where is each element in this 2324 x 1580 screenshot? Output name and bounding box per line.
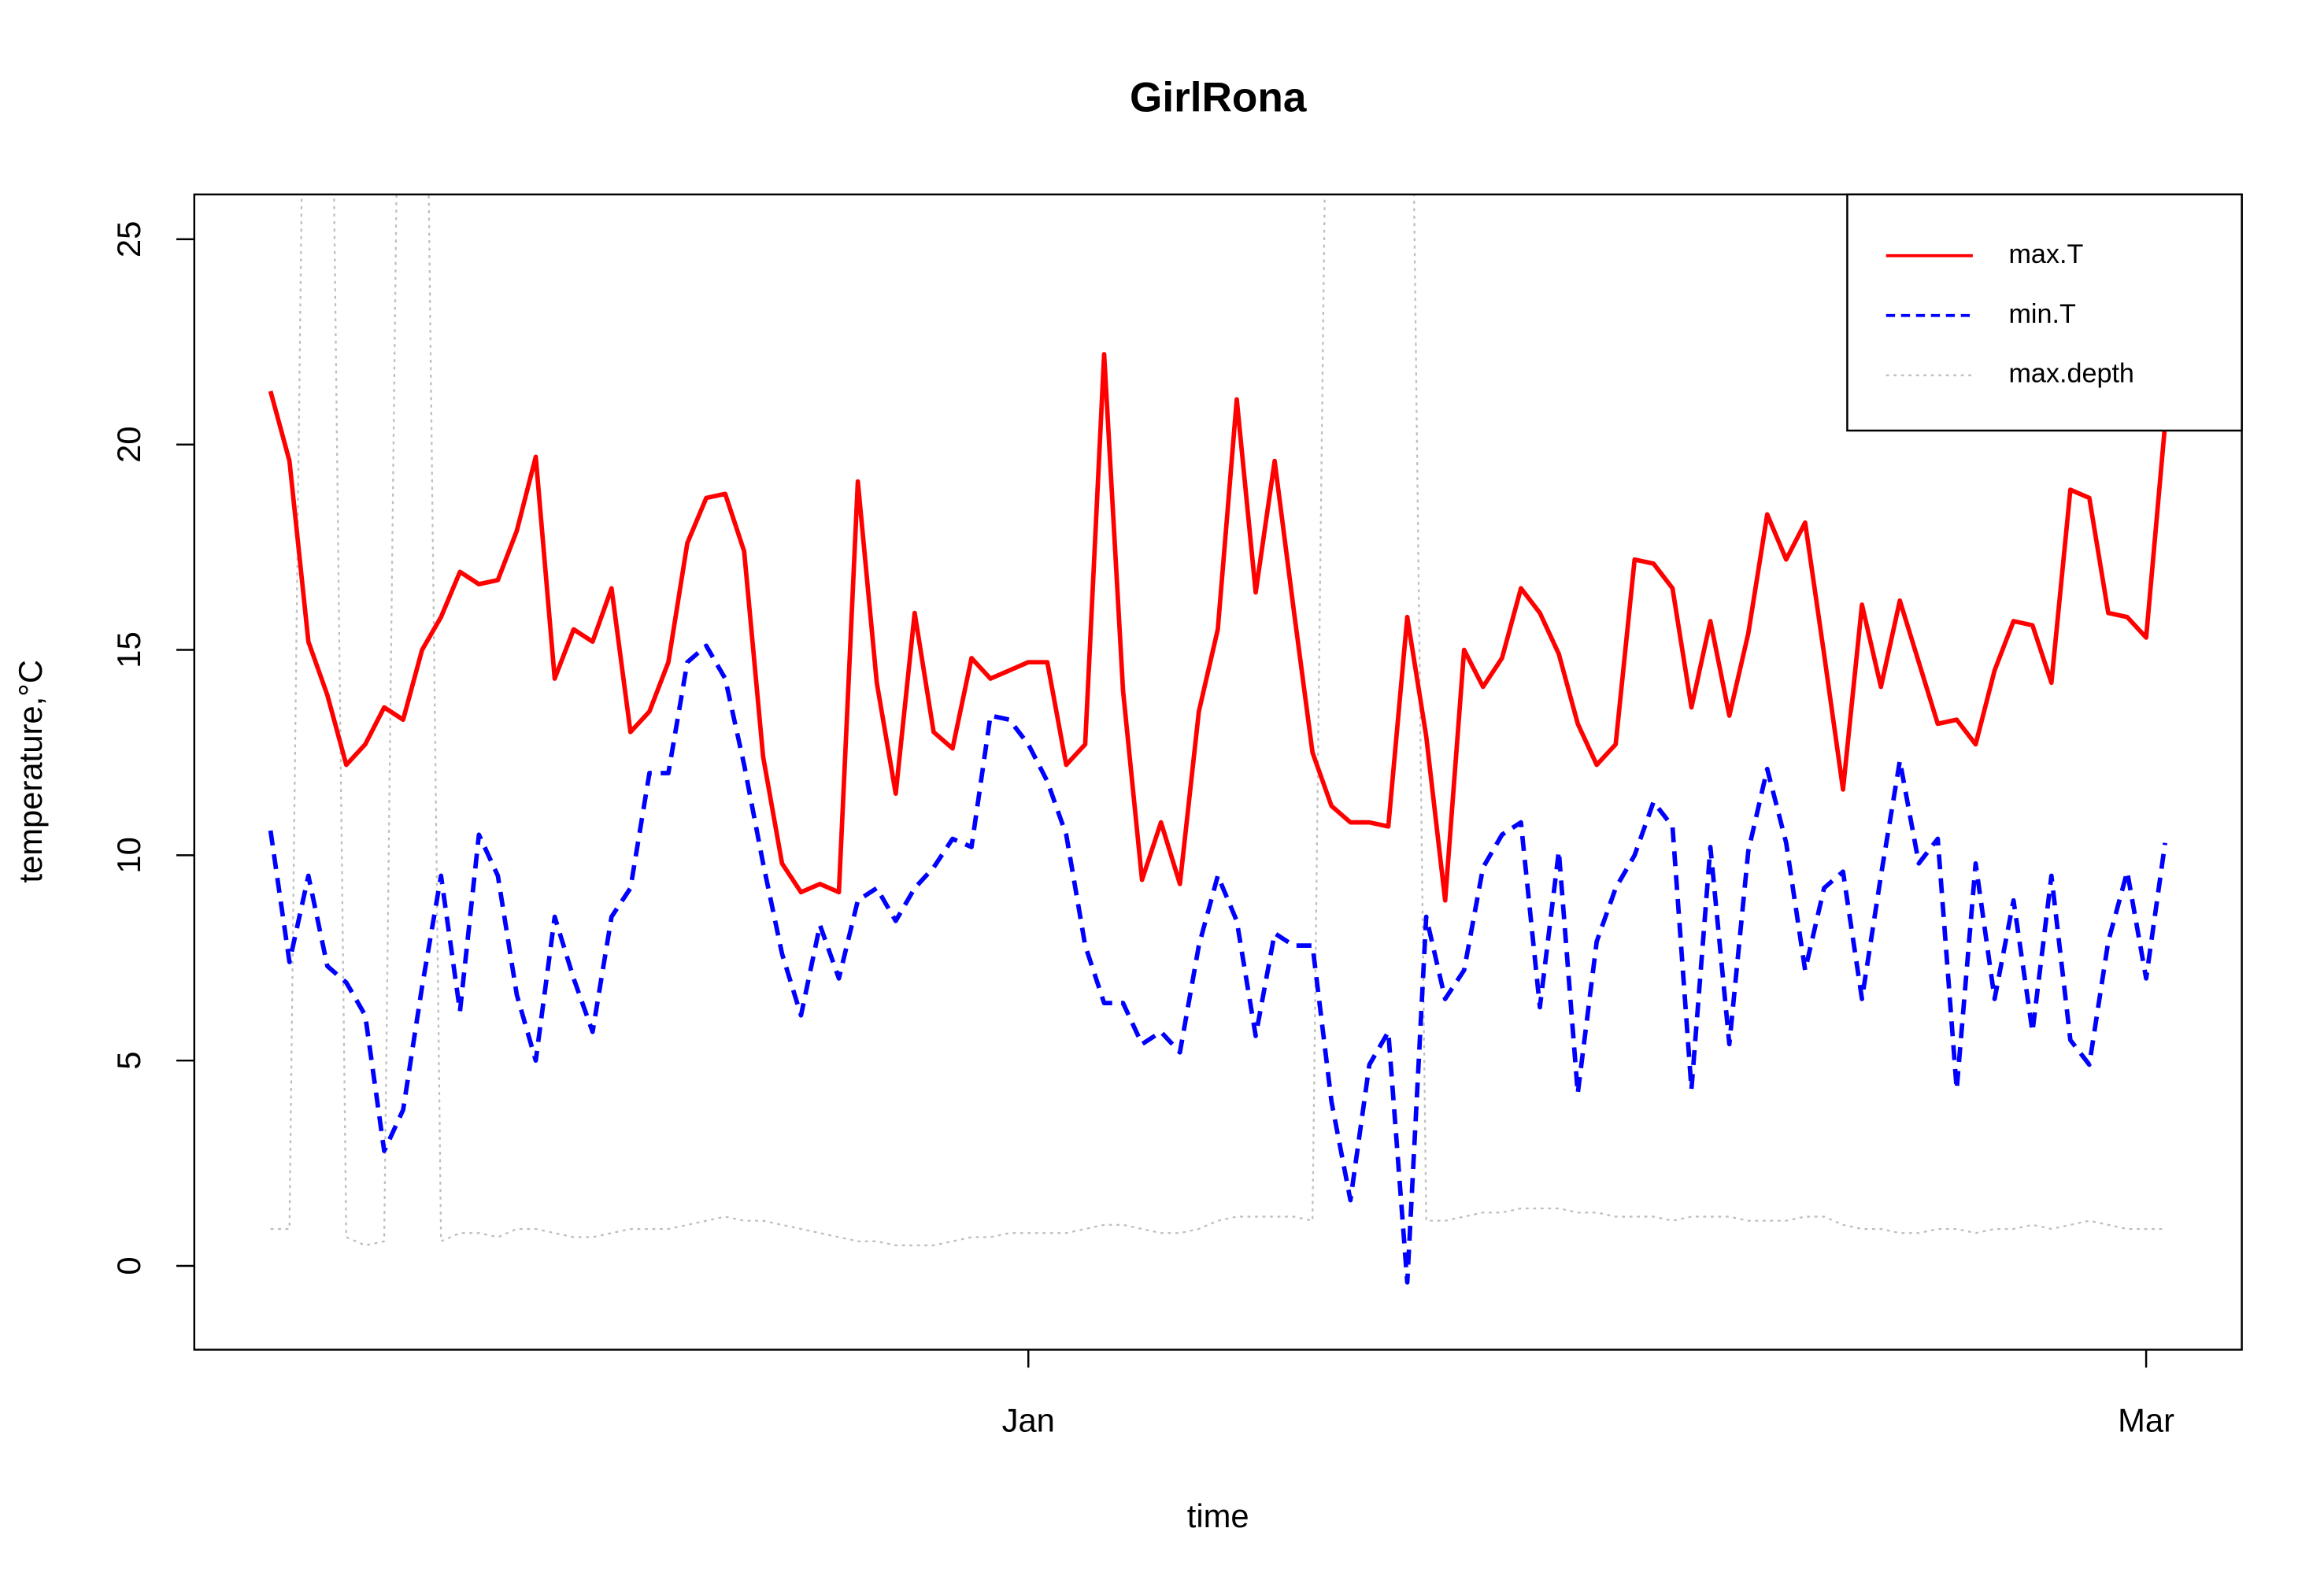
series-line [268, 352, 2167, 903]
y-tick-label: 15 [110, 631, 147, 668]
y-tick-label: 25 [110, 221, 147, 257]
chart-title: GirlRona [1130, 74, 1307, 120]
series-line [268, 643, 2167, 1285]
x-axis-label: time [1187, 1497, 1249, 1534]
legend-label: min.T [2008, 299, 2076, 329]
y-tick-label: 5 [110, 1052, 147, 1070]
legend-label: max.depth [2008, 359, 2134, 389]
y-tick-label: 20 [110, 426, 147, 462]
plot-area [268, 194, 2167, 1285]
plot-frame [193, 193, 2243, 1351]
y-tick-label: 10 [110, 837, 147, 873]
y-tick-label: 0 [110, 1256, 147, 1275]
legend-box [1846, 193, 2243, 432]
x-tick-label: Mar [2118, 1402, 2174, 1439]
series-line [270, 194, 2166, 1247]
x-tick-label: Jan [1002, 1402, 1055, 1439]
y-axis-label: temperature,°C [12, 660, 49, 883]
legend-label: max.T [2008, 239, 2083, 269]
legend: max.T min.T max.depth [1846, 193, 2243, 432]
